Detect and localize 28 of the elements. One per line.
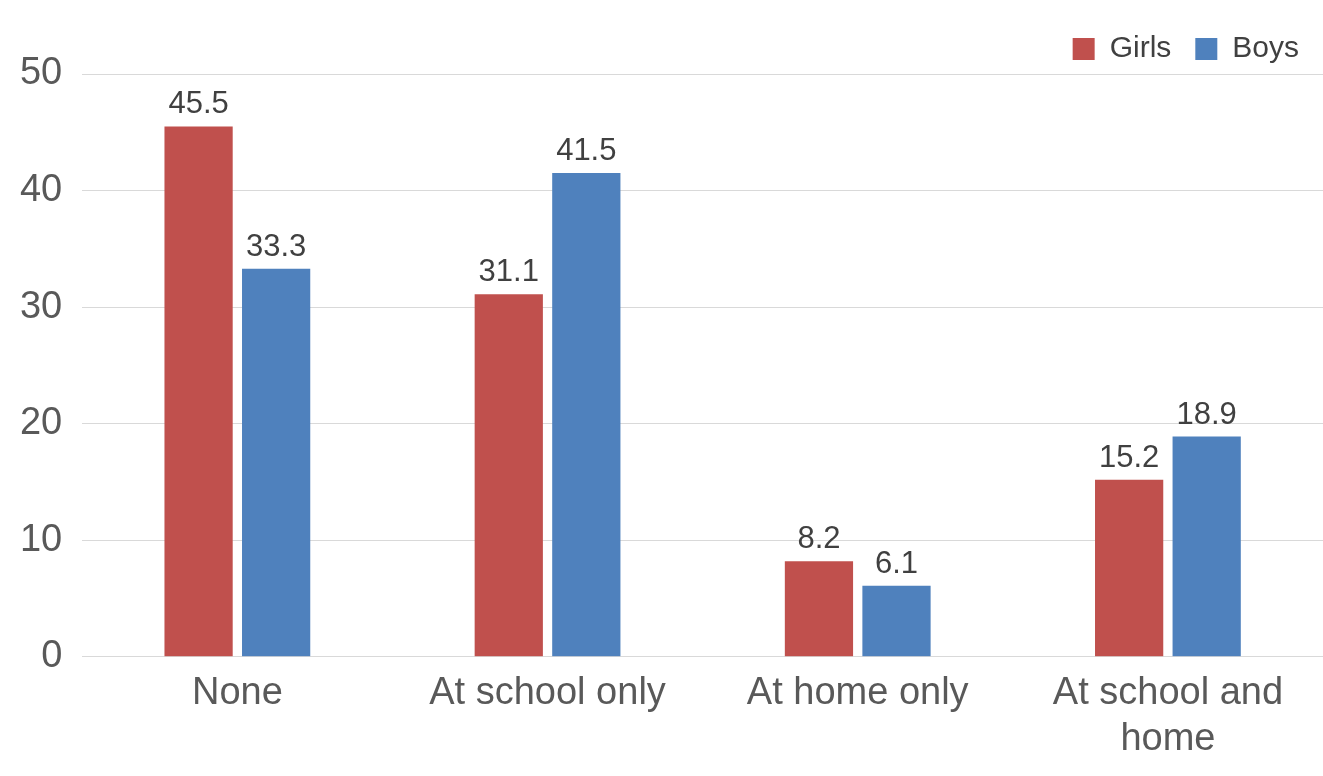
data-label: 41.5: [556, 132, 617, 168]
bar: [1172, 436, 1241, 657]
data-label: 31.1: [478, 253, 539, 289]
bar: [474, 294, 543, 657]
y-tick-label: 40: [19, 167, 63, 210]
legend-label: Girls: [1109, 30, 1172, 64]
bar: [552, 173, 621, 657]
bar: [1095, 479, 1164, 657]
x-tick-label: None: [191, 670, 283, 713]
x-tick-label: At school and home: [1052, 670, 1284, 758]
y-tick-label: 10: [19, 516, 63, 559]
bar: [862, 585, 931, 657]
data-label: 6.1: [874, 544, 919, 580]
bar: [242, 268, 311, 657]
legend-label: Boys: [1232, 30, 1300, 64]
bar: [164, 126, 233, 657]
bar: [784, 561, 854, 657]
y-tick-label: 0: [41, 633, 63, 676]
data-label: 45.5: [168, 85, 229, 121]
data-label: 18.9: [1176, 395, 1237, 431]
x-tick-label: At home only: [746, 670, 969, 713]
data-label: 33.3: [245, 227, 307, 263]
y-tick-label: 20: [19, 400, 63, 443]
y-tick-label: 30: [19, 283, 63, 326]
data-label: 8.2: [797, 520, 841, 556]
data-label: 15.2: [1098, 438, 1160, 474]
x-tick-label: At school only: [429, 670, 666, 713]
y-tick-label: 50: [19, 50, 63, 93]
